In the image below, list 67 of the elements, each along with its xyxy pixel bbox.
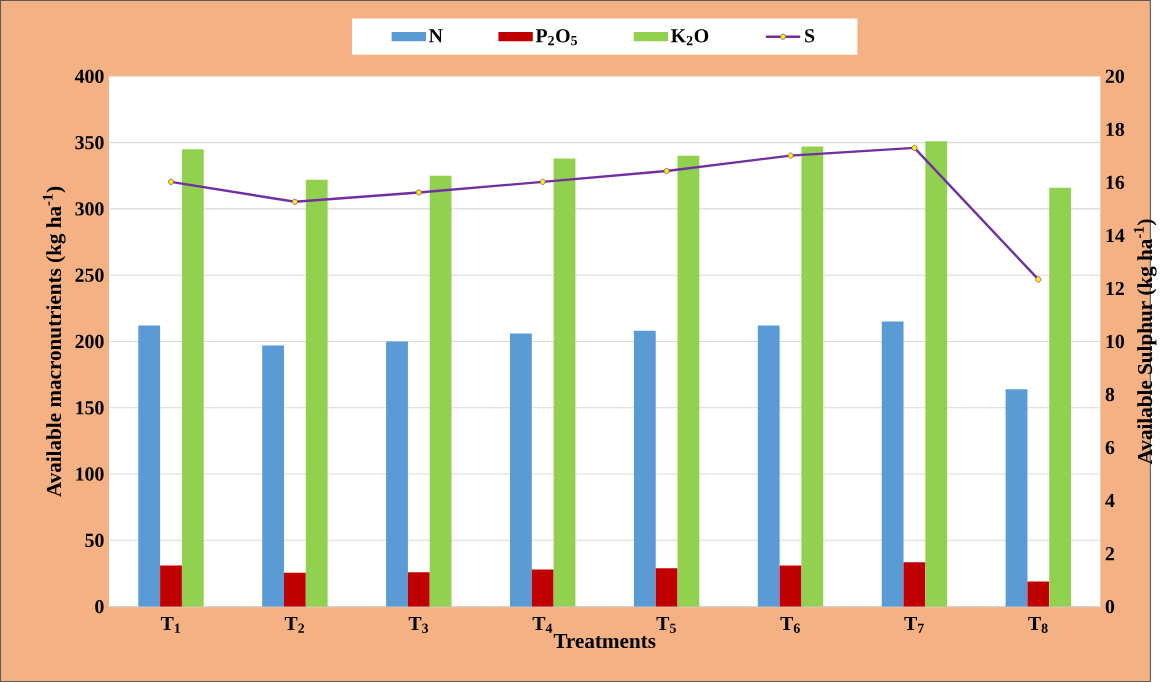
bar — [1005, 389, 1028, 607]
x-tick-label: T$_{7}$ — [904, 616, 924, 633]
x-axis-title: Treatments — [553, 634, 656, 649]
bar — [925, 141, 948, 607]
point — [787, 152, 794, 159]
y-tick-label: 250 — [75, 268, 104, 282]
bar — [655, 568, 678, 607]
point — [168, 178, 174, 185]
bar — [633, 330, 656, 607]
bar — [181, 149, 204, 607]
y2-tick-label: 20 — [1105, 69, 1125, 84]
y-tick-label: 200 — [75, 334, 104, 349]
point — [415, 189, 422, 196]
y2-axis-title: Available Sulphur (kg ha$^{-1}$) — [1133, 219, 1157, 465]
point — [663, 168, 670, 174]
bar — [262, 345, 284, 607]
y-tick-label: 350 — [75, 135, 104, 150]
bar — [881, 321, 904, 607]
x-tick-label: T$_{8}$ — [1028, 616, 1048, 633]
bar — [1049, 187, 1072, 607]
bar — [160, 565, 182, 607]
x-tick-label: T$_{4}$ — [532, 616, 553, 633]
legend-label: K$_{2}$O — [671, 29, 709, 46]
y-tick-label: 400 — [74, 69, 104, 84]
x-tick-label: T$_{6}$ — [780, 616, 800, 633]
bar — [138, 325, 161, 607]
bar — [677, 155, 700, 607]
bar — [284, 572, 306, 607]
y-tick-label: 100 — [76, 467, 104, 481]
x-tick-label: T$_{3}$ — [408, 616, 429, 633]
bar — [903, 562, 926, 607]
bar — [779, 565, 802, 607]
y2-tick-label: 12 — [1106, 281, 1124, 296]
y-tick-label: 50 — [85, 533, 104, 548]
legend-label: S — [805, 29, 815, 43]
point — [911, 144, 918, 151]
bar — [757, 325, 780, 607]
y-tick-label: 150 — [76, 401, 104, 415]
point — [291, 198, 298, 205]
y2-tick-label: 16 — [1106, 175, 1125, 190]
y2-tick-label: 18 — [1106, 122, 1125, 137]
x-tick-label: T$_{1}$ — [160, 616, 181, 633]
y2-tick-label: 0 — [1105, 599, 1115, 614]
bar — [429, 175, 452, 607]
y2-tick-label: 10 — [1106, 334, 1125, 349]
y2-tick-label: 6 — [1105, 440, 1115, 455]
bar — [407, 572, 430, 607]
bar — [305, 179, 328, 607]
point — [539, 178, 546, 185]
bar — [531, 569, 554, 607]
bar — [801, 146, 824, 607]
y2-tick-label: 8 — [1105, 387, 1115, 402]
y-tick-label: 0 — [95, 599, 104, 614]
bar — [510, 333, 532, 607]
x-tick-label: T$_{5}$ — [656, 616, 676, 633]
legend-label: P$_{2}$O$_{5}$ — [535, 29, 578, 46]
bar — [1027, 581, 1050, 607]
y2-tick-label: 14 — [1106, 228, 1125, 242]
y-axis-title: Available macronutrients (kg ha$^{-1}$) — [42, 186, 66, 497]
y2-tick-label: 4 — [1105, 494, 1115, 508]
y-tick-label: 300 — [75, 202, 104, 216]
y2-tick-label: 2 — [1105, 547, 1115, 561]
bar — [386, 341, 408, 607]
point — [1035, 276, 1042, 283]
bar — [553, 158, 576, 607]
x-tick-label: T$_{2}$ — [284, 616, 305, 633]
legend-label: N — [429, 29, 443, 43]
